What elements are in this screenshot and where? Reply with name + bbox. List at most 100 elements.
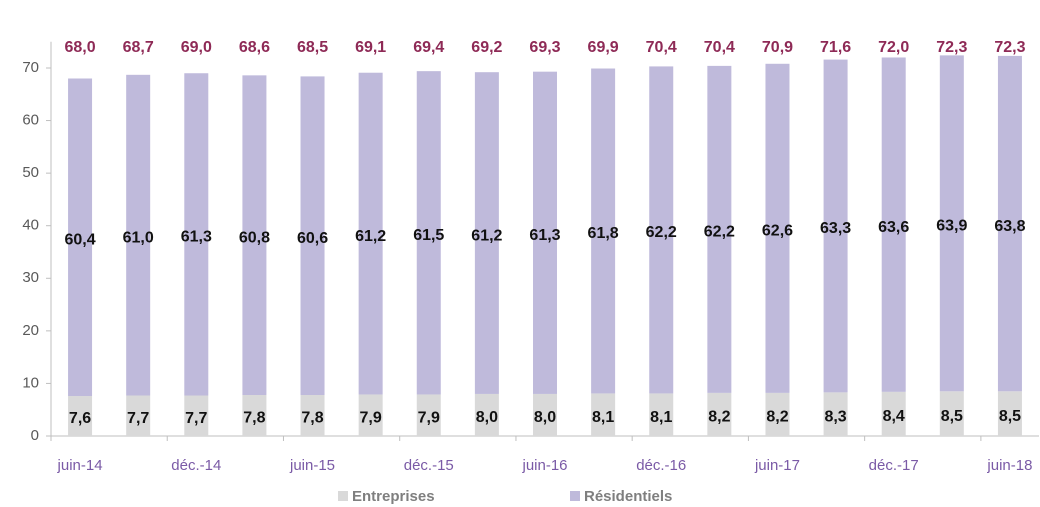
x-tick-label: juin-18 [986,457,1032,474]
bar-segment [591,68,616,394]
bar-segment [242,394,267,436]
value-label: 61,2 [355,228,386,245]
value-label: 60,8 [239,229,270,246]
bar-segment [416,394,441,436]
bar-segment [939,55,964,392]
value-label: 7,8 [243,410,265,427]
bar-segment [300,76,325,395]
value-label: 7,6 [69,410,91,427]
value-label: 62,2 [646,224,677,241]
value-label: 8,3 [824,408,846,425]
bar-segment [939,391,964,436]
bar-segment [184,395,209,436]
bar-segment [358,72,383,395]
total-label: 72,0 [878,39,909,56]
total-label: 72,3 [994,39,1025,56]
legend-swatch [338,491,348,501]
bar-segment [358,394,383,436]
y-tick-label: 70 [22,59,39,76]
total-label: 70,4 [646,39,677,56]
bar-segment [649,66,674,394]
x-tick-label: déc.-17 [869,457,919,474]
bar-segment [649,393,674,436]
total-label: 68,7 [123,39,154,56]
legend-swatch [570,491,580,501]
y-tick-label: 10 [22,374,39,391]
y-tick-label: 30 [22,269,39,286]
value-label: 60,6 [297,230,328,247]
bar-segment [533,393,557,436]
legend-label: Résidentiels [584,488,672,505]
bar-segment [765,63,790,393]
total-label: 68,0 [64,39,95,56]
value-label: 63,9 [936,218,967,235]
x-tick-label: déc.-14 [171,457,221,474]
value-label: 8,0 [534,409,556,426]
value-label: 8,5 [999,408,1021,425]
bar-segment [184,73,209,396]
bar-segment [474,72,499,394]
bar-segment [126,395,151,436]
value-label: 60,4 [64,231,95,248]
value-label: 63,3 [820,220,851,237]
bar-segment [416,71,441,395]
total-label: 70,4 [704,39,735,56]
value-label: 8,2 [766,409,788,426]
value-label: 61,5 [413,227,444,244]
value-label: 8,0 [476,409,498,426]
value-label: 7,7 [185,410,207,427]
total-label: 69,2 [471,39,502,56]
x-tick-label: juin-15 [289,457,335,474]
bar-segment [823,59,848,393]
bar-segment [881,57,906,392]
value-label: 61,0 [123,229,154,246]
bar-segment [68,396,93,436]
total-label: 68,5 [297,39,328,56]
x-tick-label: déc.-16 [636,457,686,474]
bar-segment [997,391,1022,436]
total-label: 69,3 [529,39,560,56]
bar-segment [126,74,151,396]
x-tick-label: juin-14 [57,457,103,474]
total-label: 72,3 [936,39,967,56]
total-label: 69,4 [413,39,444,56]
value-label: 7,8 [301,410,323,427]
legend-label: Entreprises [352,488,435,505]
y-tick-label: 40 [22,217,39,234]
bar-segment [823,392,848,436]
bar-segment [707,65,732,393]
y-tick-label: 60 [22,112,39,129]
y-tick-label: 50 [22,164,39,181]
bar-segment [881,391,906,436]
total-label: 71,6 [820,39,851,56]
bar-segment [765,392,790,436]
value-label: 8,5 [941,408,963,425]
y-tick-label: 20 [22,322,39,339]
value-label: 63,6 [878,219,909,236]
value-label: 61,3 [529,227,560,244]
total-label: 70,9 [762,39,793,56]
value-label: 8,1 [650,409,672,426]
bar-segment [300,394,325,436]
x-tick-label: déc.-15 [404,457,454,474]
value-label: 7,9 [418,409,440,426]
total-label: 69,0 [181,39,212,56]
value-label: 61,3 [181,229,212,246]
x-tick-label: juin-17 [754,457,800,474]
bar-segment [591,393,616,436]
value-label: 62,2 [704,224,735,241]
bar-segment [707,392,732,436]
value-label: 62,6 [762,223,793,240]
y-tick-label: 0 [31,427,39,444]
value-label: 8,1 [592,409,614,426]
bar-segment [68,78,93,397]
x-tick-label: juin-16 [521,457,567,474]
bar-segment [997,55,1022,392]
bar-segment [242,75,267,395]
value-label: 8,4 [883,408,905,425]
total-label: 69,1 [355,39,386,56]
value-label: 61,2 [471,227,502,244]
bar-segment [474,393,499,436]
value-label: 63,8 [994,218,1025,235]
